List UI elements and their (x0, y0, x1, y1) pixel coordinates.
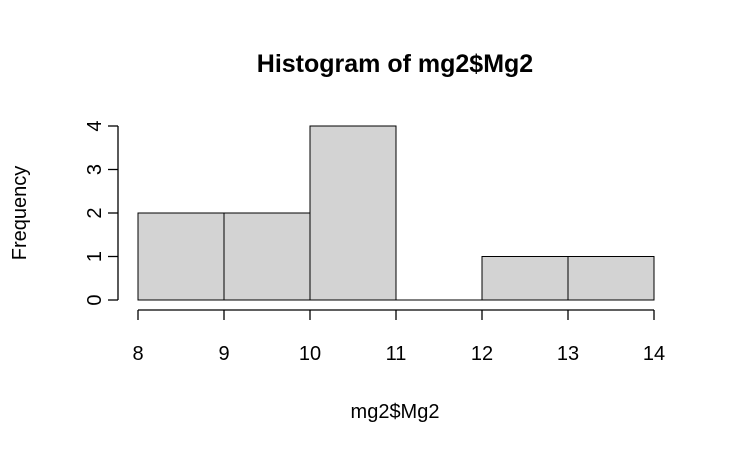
y-tick-label-3: 3 (84, 164, 106, 175)
y-tick-label-4: 4 (84, 120, 106, 131)
x-axis: 8 9 10 11 12 13 14 (132, 309, 665, 365)
histogram-bar-5 (567, 256, 655, 301)
x-tick-label-3: 11 (386, 343, 407, 365)
x-tick-label-4: 12 (471, 343, 493, 365)
histogram-bar-0 (137, 212, 225, 301)
y-tick-label-0: 0 (84, 294, 106, 305)
chart-title: Histogram of mg2$Mg2 (257, 50, 533, 78)
histogram-bar-4 (481, 256, 569, 301)
y-axis-label: Frequency (9, 166, 31, 261)
x-tick-label-1: 9 (218, 343, 229, 365)
x-tick-label-5: 13 (557, 343, 579, 365)
x-tick-label-2: 10 (299, 343, 321, 365)
histogram-bar-1 (223, 212, 311, 301)
histogram-bar-2 (309, 125, 397, 301)
y-tick-label-1: 1 (84, 251, 106, 262)
bars-group (137, 125, 655, 301)
x-axis-label: mg2$Mg2 (351, 401, 440, 423)
x-tick-label-6: 14 (643, 343, 665, 365)
y-axis: 0 1 2 3 4 (84, 120, 119, 306)
x-tick-label-0: 8 (132, 343, 143, 365)
y-tick-label-2: 2 (84, 207, 106, 218)
